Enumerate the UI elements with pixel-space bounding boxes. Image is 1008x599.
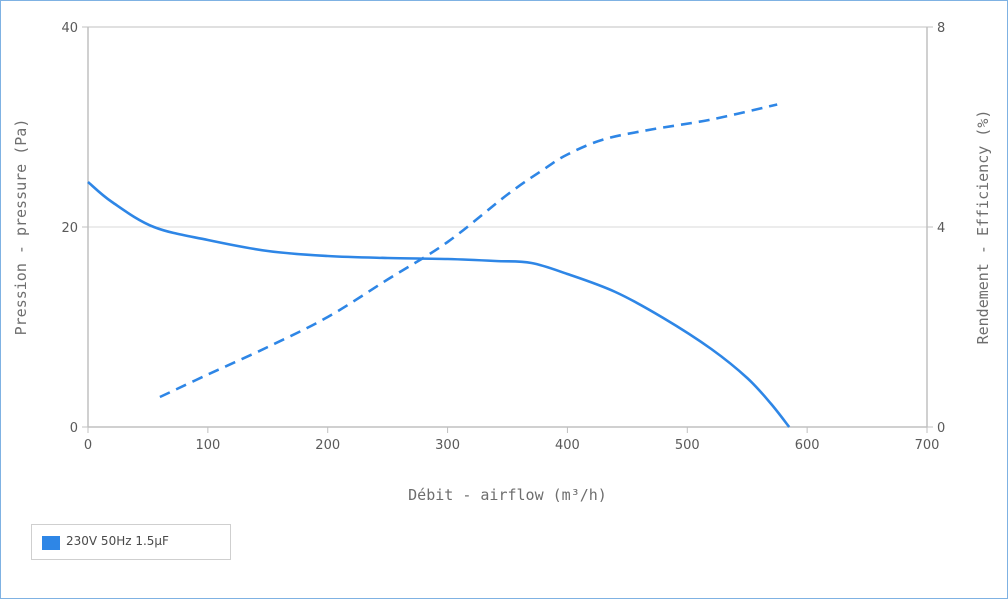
x-tick-label-400: 400 <box>555 438 580 453</box>
series-layer <box>88 105 789 428</box>
x-tick-label-300: 300 <box>435 438 460 453</box>
x-axis-title: Débit - airflow (m³/h) <box>408 486 607 504</box>
y-tick-label-0: 0 <box>70 421 78 436</box>
x-tick-label-0: 0 <box>84 438 92 453</box>
legend[interactable]: 230V 50Hz 1.5µF <box>31 524 231 560</box>
y-tick-label-40: 40 <box>61 21 78 36</box>
y-tick-label-20: 20 <box>61 221 78 236</box>
pressure-curve <box>88 182 789 427</box>
x-tick-label-200: 200 <box>315 438 340 453</box>
x-tick-label-700: 700 <box>915 438 940 453</box>
legend-swatch <box>42 536 60 550</box>
y2-tick-label-8: 8 <box>937 21 945 36</box>
y-axis-title: Pression - pressure (Pa) <box>12 119 30 336</box>
y2-tick-label-4: 4 <box>937 221 945 236</box>
legend-label: 230V 50Hz 1.5µF <box>66 534 169 548</box>
efficiency-curve <box>160 105 777 398</box>
x-tick-label-500: 500 <box>675 438 700 453</box>
y2-axis-title: Rendement - Efficiency (%) <box>974 110 992 345</box>
y2-tick-label-0: 0 <box>937 421 945 436</box>
x-tick-label-600: 600 <box>795 438 820 453</box>
x-tick-label-100: 100 <box>195 438 220 453</box>
